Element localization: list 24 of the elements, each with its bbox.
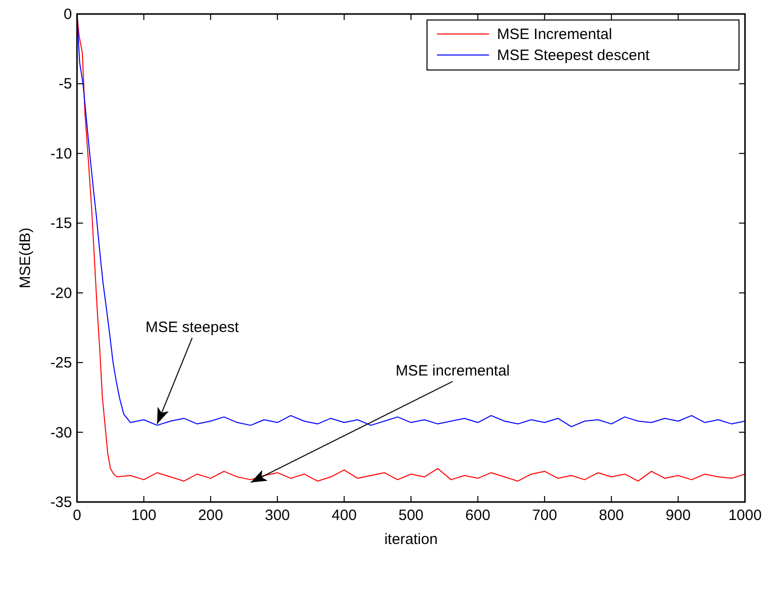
y-tick-label: 0 xyxy=(64,6,72,23)
y-axis-title: MSE(dB) xyxy=(17,228,34,288)
x-tick-label: 100 xyxy=(131,507,156,524)
x-tick-label: 600 xyxy=(465,507,490,524)
annotation: MSE steepest xyxy=(145,318,240,336)
x-tick-label: 700 xyxy=(532,507,558,524)
annotation: MSE incremental xyxy=(396,362,510,380)
y-tick-label: -20 xyxy=(50,284,72,302)
x-tick-label: 800 xyxy=(598,507,624,524)
y-tick-label: -5 xyxy=(58,76,72,93)
x-axis-title: iteration xyxy=(384,531,438,548)
x-tick-label: 500 xyxy=(398,507,424,524)
x-tick-label: 900 xyxy=(666,507,691,524)
y-tick-label: -15 xyxy=(50,215,72,232)
x-tick-label: 400 xyxy=(332,507,357,524)
x-tick-label: 200 xyxy=(198,507,224,524)
legend-label: MSE Incremental xyxy=(497,26,612,43)
x-tick-label: 300 xyxy=(264,507,290,524)
y-tick-label: -35 xyxy=(50,494,72,511)
x-tick-label: 1000 xyxy=(728,507,762,524)
y-tick-label: -30 xyxy=(50,424,72,442)
legend-label: MSE Steepest descent xyxy=(497,47,650,64)
y-tick-label: -10 xyxy=(50,145,72,162)
y-tick-label: -25 xyxy=(50,354,72,372)
